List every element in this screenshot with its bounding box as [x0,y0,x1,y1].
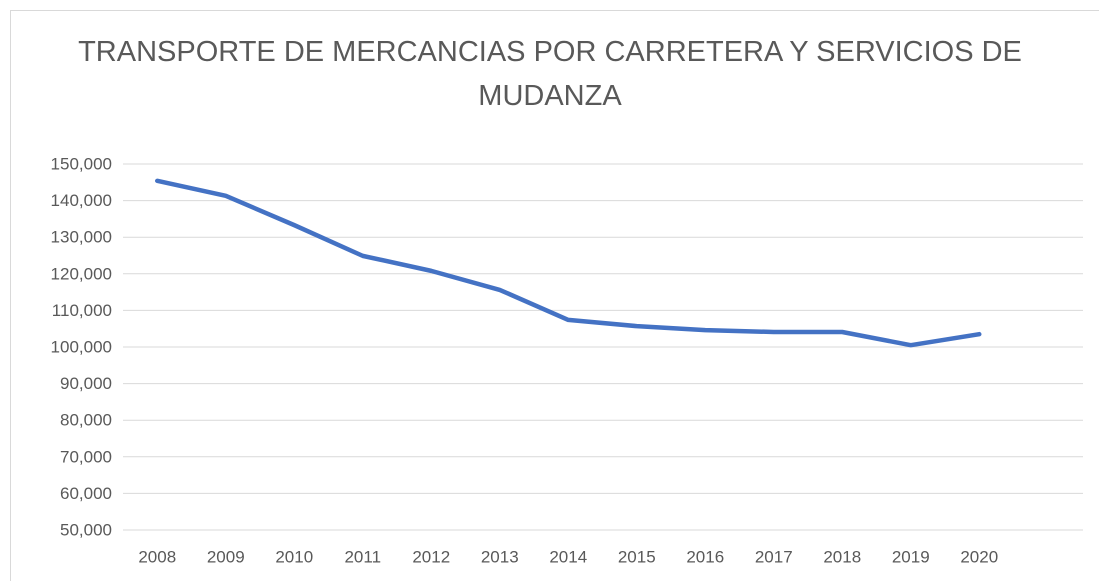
x-tick-label: 2008 [138,547,176,566]
x-tick-label: 2013 [481,547,519,566]
y-tick-label: 50,000 [60,520,112,539]
chart-border [10,10,1099,581]
y-tick-label: 150,000 [51,154,112,173]
x-tick-label: 2020 [960,547,998,566]
y-tick-label: 120,000 [51,264,112,283]
chart-title: TRANSPORTE DE MERCANCIAS POR CARRETERA Y… [78,36,1022,112]
x-tick-label: 2014 [549,547,587,566]
y-tick-label: 100,000 [51,337,112,356]
x-tick-label: 2017 [755,547,793,566]
y-tick-label: 110,000 [52,301,112,320]
x-tick-label: 2011 [344,547,381,566]
y-tick-label: 80,000 [60,411,112,430]
x-tick-label: 2009 [207,547,245,566]
y-tick-label: 140,000 [51,191,112,210]
x-tick-label: 2018 [823,547,861,566]
y-tick-label: 90,000 [60,374,112,393]
x-tick-label: 2012 [412,547,450,566]
y-tick-label: 60,000 [60,484,112,503]
x-tick-label: 2010 [275,547,313,566]
y-tick-label: 70,000 [60,447,112,466]
x-tick-label: 2019 [892,547,930,566]
line-series [155,178,982,348]
y-tick-label: 130,000 [51,228,112,247]
x-tick-label: 2015 [618,547,656,566]
x-tick-label: 2016 [686,547,724,566]
